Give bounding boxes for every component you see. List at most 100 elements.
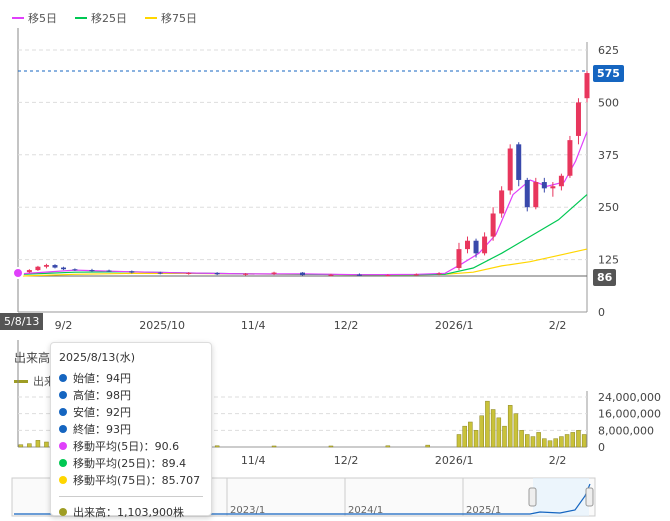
ma5-line — [17, 131, 588, 276]
volume-bar — [485, 400, 490, 448]
tooltip-ma25: 移動平均(25日)：89.4 — [73, 456, 187, 470]
navigator-handle-left — [528, 487, 537, 507]
navigator-label: 2024/1 — [348, 505, 383, 516]
candle-body — [507, 148, 513, 191]
volume-bar — [496, 417, 502, 448]
tooltip-row-ma75: 移動平均(75日)：85.707 — [59, 471, 203, 488]
candle-body — [243, 273, 249, 275]
candle-body — [436, 273, 442, 275]
tooltip-row-volume: 出来高：1,103,900株 — [59, 503, 203, 520]
legend-label-ma75: 移75日 — [161, 12, 197, 25]
legend-item-ma75[interactable]: 移75日 — [145, 10, 197, 26]
tooltip-row-low: 安値：92円 — [59, 403, 203, 420]
legend: 移5日 移25日 移75日 — [12, 10, 197, 26]
volume-legend-label: 出来 — [33, 375, 55, 388]
navigator-line — [14, 483, 591, 515]
y-tick-label: 0 — [598, 306, 605, 319]
volume-x-tick-label: 11/4 — [241, 454, 266, 467]
volume-bar — [553, 438, 558, 448]
volume-bar — [328, 445, 334, 448]
volume-bar — [462, 425, 467, 448]
navigator-label: 2025/1 — [466, 505, 501, 516]
volume-title: 出来高 — [14, 351, 51, 365]
candle-body — [516, 144, 522, 180]
volume-x-tick-label: 2026/1 — [435, 454, 474, 467]
volume-bar — [271, 445, 277, 448]
y-tick-label: 625 — [598, 44, 619, 57]
candle-body — [385, 275, 391, 277]
volume-bar — [468, 421, 473, 448]
volume-bar — [519, 430, 524, 448]
volume-x-tick-label: 2/2 — [549, 454, 567, 467]
dot-icon — [59, 424, 67, 433]
volume-bar — [18, 444, 24, 448]
volume-bar — [547, 440, 553, 448]
candle-body — [482, 236, 488, 254]
candle-body — [550, 186, 556, 189]
navigator-selection — [533, 478, 589, 516]
y-tick-label: 375 — [598, 149, 619, 162]
price-chart[interactable]: 0 125 250 375 500 625 9/2 2025/10 11/4 12/2 2026/1… — [0, 0, 670, 340]
volume-bar — [559, 436, 564, 448]
legend-item-ma25[interactable]: 移25日 — [75, 10, 127, 26]
volume-bar — [513, 413, 519, 448]
candle-body — [473, 240, 479, 254]
candle-body — [106, 270, 112, 272]
candle-body — [26, 270, 32, 273]
tooltip-open: 始値：94円 — [73, 371, 131, 385]
tooltip-date: 2025/8/13(水) — [59, 351, 135, 364]
x-tick-label: 2026/1 — [435, 319, 474, 332]
dot-icon — [59, 390, 67, 399]
tooltip-volume: 出来高：1,103,900株 — [73, 505, 184, 519]
x-tick-label: 9/2 — [55, 319, 73, 332]
candle-body — [524, 179, 530, 208]
candle-body — [72, 269, 78, 271]
legend-label-ma25: 移25日 — [91, 12, 127, 25]
tooltip: 2025/8/13(水) 始値：94円 高値：98円 安値：92円 終値：93円… — [50, 342, 212, 519]
candle-body — [52, 265, 58, 268]
candle-body — [328, 274, 334, 276]
volume-bar — [385, 445, 391, 448]
volume-bar — [44, 441, 49, 448]
volume-tick-label: 8,000,000 — [598, 424, 654, 437]
last-price-tag: 86 — [593, 269, 617, 286]
candle-body — [43, 265, 49, 267]
volume-bar — [576, 430, 581, 448]
volume-legend[interactable]: 出来 — [14, 373, 55, 389]
dot-icon — [59, 507, 67, 516]
volume-bar — [456, 434, 462, 448]
volume-bar — [542, 438, 547, 448]
crosshair-date-flag: 5/8/13 — [0, 313, 44, 330]
y-tick-label: 500 — [598, 96, 619, 109]
legend-item-ma5[interactable]: 移5日 — [12, 10, 57, 26]
volume-x-tick-label: 12/2 — [334, 454, 359, 467]
ma25-swatch — [75, 17, 87, 19]
crosshair-marker — [12, 267, 24, 280]
tooltip-high: 高値：98円 — [73, 388, 131, 402]
tooltip-row-ma5: 移動平均(5日)：90.6 — [59, 437, 203, 454]
candle-body — [575, 102, 581, 136]
x-tick-label: 12/2 — [334, 319, 359, 332]
candle-body — [300, 272, 305, 276]
legend-label-ma5: 移5日 — [28, 12, 57, 25]
navigator-handle-right — [585, 487, 594, 507]
volume-bar — [502, 425, 507, 448]
candle-body — [533, 182, 539, 208]
candle-body — [61, 267, 67, 270]
candle-body — [214, 273, 220, 275]
volume-bar — [490, 409, 496, 448]
volume-bar — [581, 434, 587, 448]
volume-bar — [425, 444, 430, 448]
candle-body — [271, 272, 277, 274]
ma5-swatch — [12, 17, 24, 19]
candle-body — [499, 190, 505, 214]
tooltip-ma5: 移動平均(5日)：90.6 — [73, 439, 180, 453]
tooltip-row-close: 終値：93円 — [59, 420, 203, 437]
volume-tick-label: 0 — [598, 441, 605, 454]
tooltip-close: 終値：93円 — [73, 422, 131, 436]
high-price-tag: 575 — [593, 65, 624, 82]
x-tick-label: 2025/10 — [139, 319, 185, 332]
volume-swatch — [14, 379, 28, 383]
volume-bar — [536, 432, 541, 448]
volume-tick-label: 24,000,000 — [598, 391, 661, 404]
